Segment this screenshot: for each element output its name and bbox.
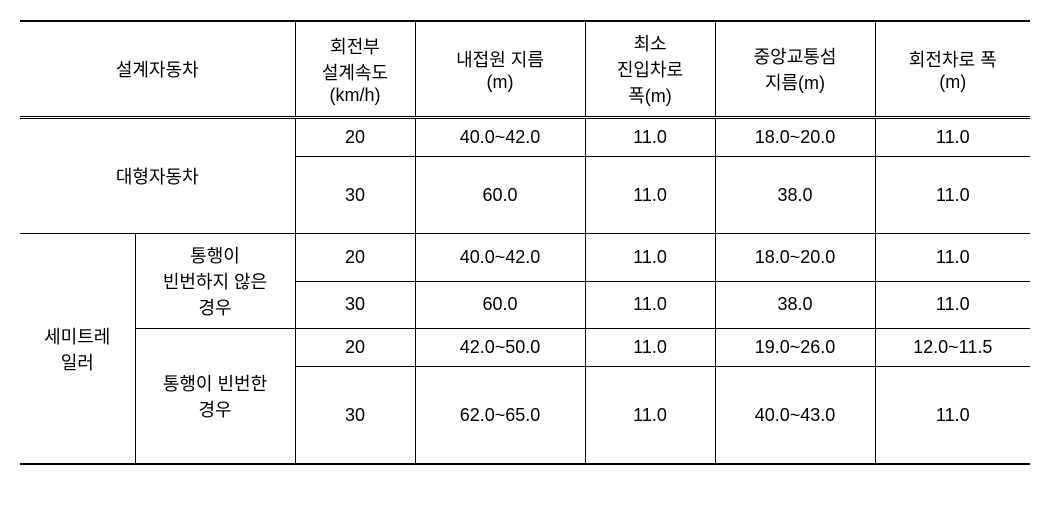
table-header-row: 설계자동차 회전부 설계속도 (km/h) 내접원 지름 (m) 최소 진입차로…	[20, 21, 1030, 118]
group-label-large-vehicle: 대형자동차	[20, 118, 295, 234]
cell-circ-width: 11.0	[875, 234, 1030, 282]
header-label: 설계속도	[322, 63, 388, 83]
cell-inscribed: 62.0~65.0	[415, 367, 585, 465]
header-label: 중앙교통섬	[754, 47, 837, 67]
col-header-circ-lane-width: 회전차로 폭 (m)	[875, 21, 1030, 118]
col-header-speed: 회전부 설계속도 (km/h)	[295, 21, 415, 118]
header-label: 진입차로	[617, 60, 683, 80]
cell-speed: 20	[295, 234, 415, 282]
cell-circ-width: 12.0~11.5	[875, 329, 1030, 367]
header-label: 지름(m)	[765, 73, 825, 93]
col-header-min-entry-width: 최소 진입차로 폭(m)	[585, 21, 715, 118]
cell-island: 40.0~43.0	[715, 367, 875, 465]
group-label: 대형자동차	[116, 167, 199, 187]
col-header-island-diameter: 중앙교통섬 지름(m)	[715, 21, 875, 118]
header-label: (km/h)	[330, 85, 381, 105]
subgroup-label-infrequent: 통행이 빈번하지 않은 경우	[135, 234, 295, 329]
subgroup-label: 경우	[198, 298, 231, 318]
cell-island: 18.0~20.0	[715, 234, 875, 282]
cell-inscribed: 40.0~42.0	[415, 234, 585, 282]
design-vehicle-table: 설계자동차 회전부 설계속도 (km/h) 내접원 지름 (m) 최소 진입차로…	[20, 20, 1030, 465]
header-label: (m)	[939, 72, 966, 92]
cell-speed: 20	[295, 329, 415, 367]
cell-entry-width: 11.0	[585, 281, 715, 329]
table-row: 대형자동차 20 40.0~42.0 11.0 18.0~20.0 11.0	[20, 118, 1030, 157]
col-header-design-vehicle: 설계자동차	[20, 21, 295, 118]
subgroup-label: 빈번하지 않은	[163, 272, 267, 292]
cell-speed: 20	[295, 118, 415, 157]
col-header-inscribed-diameter: 내접원 지름 (m)	[415, 21, 585, 118]
cell-circ-width: 11.0	[875, 281, 1030, 329]
subgroup-label: 통행이 빈번한	[163, 374, 267, 394]
cell-entry-width: 11.0	[585, 157, 715, 234]
cell-entry-width: 11.0	[585, 118, 715, 157]
cell-speed: 30	[295, 281, 415, 329]
cell-island: 38.0	[715, 157, 875, 234]
cell-circ-width: 11.0	[875, 118, 1030, 157]
header-label: (m)	[487, 72, 514, 92]
header-label: 회전부	[330, 37, 380, 57]
cell-circ-width: 11.0	[875, 367, 1030, 465]
header-label: 폭(m)	[628, 86, 672, 106]
cell-island: 18.0~20.0	[715, 118, 875, 157]
header-label: 최소	[633, 34, 666, 54]
cell-entry-width: 11.0	[585, 367, 715, 465]
group-label-semitrailer: 세미트레 일러	[20, 234, 135, 465]
subgroup-label-frequent: 통행이 빈번한 경우	[135, 329, 295, 465]
header-label: 설계자동차	[116, 60, 199, 80]
table-row: 세미트레 일러 통행이 빈번하지 않은 경우 20 40.0~42.0 11.0…	[20, 234, 1030, 282]
cell-speed: 30	[295, 367, 415, 465]
cell-entry-width: 11.0	[585, 329, 715, 367]
cell-entry-width: 11.0	[585, 234, 715, 282]
cell-inscribed: 60.0	[415, 157, 585, 234]
cell-inscribed: 42.0~50.0	[415, 329, 585, 367]
cell-speed: 30	[295, 157, 415, 234]
header-label: 내접원 지름	[456, 50, 544, 70]
cell-inscribed: 60.0	[415, 281, 585, 329]
group-label: 세미트레	[44, 327, 110, 347]
header-label: 회전차로 폭	[909, 50, 997, 70]
cell-circ-width: 11.0	[875, 157, 1030, 234]
subgroup-label: 통행이	[190, 246, 240, 266]
cell-island: 38.0	[715, 281, 875, 329]
cell-island: 19.0~26.0	[715, 329, 875, 367]
subgroup-label: 경우	[198, 400, 231, 420]
group-label: 일러	[61, 353, 94, 373]
cell-inscribed: 40.0~42.0	[415, 118, 585, 157]
table-row: 통행이 빈번한 경우 20 42.0~50.0 11.0 19.0~26.0 1…	[20, 329, 1030, 367]
